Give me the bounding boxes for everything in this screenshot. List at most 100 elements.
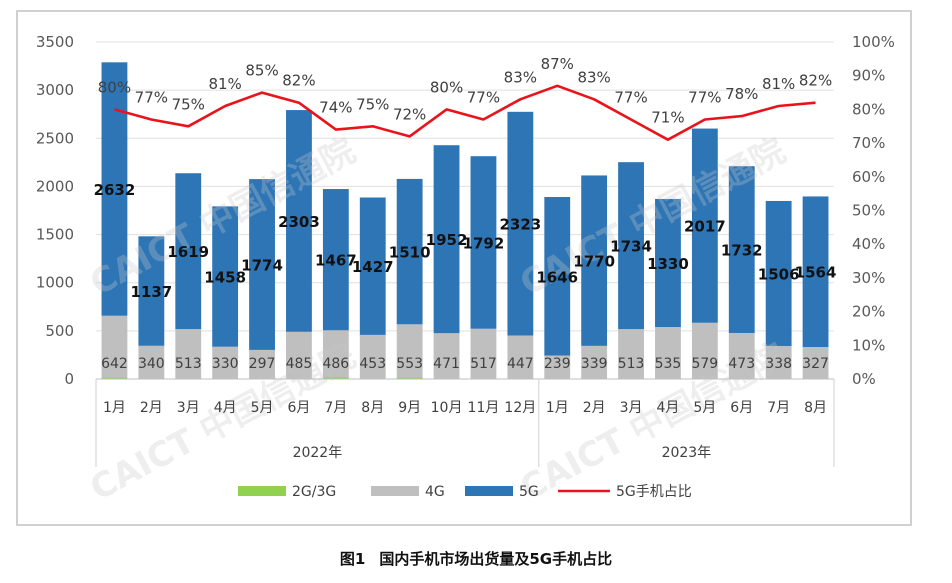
data-label-4g: 453	[359, 356, 386, 372]
x-tick-label: 9月	[398, 400, 421, 416]
data-label-4g: 327	[802, 356, 829, 372]
data-label-share: 81%	[208, 75, 241, 93]
data-label-5g: 1952	[426, 231, 468, 249]
x-group-label: 2022年	[293, 445, 343, 461]
bar-4g	[286, 331, 312, 379]
data-label-4g: 340	[138, 356, 165, 372]
x-group-label: 2023年	[662, 445, 712, 461]
data-label-share: 77%	[614, 89, 647, 107]
bar-4g	[322, 330, 349, 378]
y-right-tick-label: 60%	[852, 168, 885, 186]
data-label-share: 83%	[504, 68, 537, 86]
bar-2g3g	[101, 377, 128, 379]
bar-5g	[212, 206, 239, 347]
y-left-tick-label: 500	[45, 322, 74, 340]
data-label-4g: 239	[544, 356, 571, 372]
bar-4g	[359, 334, 386, 379]
y-right-tick-label: 50%	[852, 202, 885, 220]
data-label-4g: 579	[691, 356, 718, 372]
x-tick-label: 7月	[767, 400, 790, 416]
bar-4g	[433, 333, 460, 379]
data-label-4g: 471	[433, 356, 460, 372]
bar-4g	[728, 332, 755, 379]
data-label-5g: 1646	[536, 268, 578, 286]
bar-4g	[618, 329, 644, 379]
bar-4g	[691, 322, 718, 379]
y-right-tick-label: 0%	[852, 370, 876, 388]
data-label-5g: 1506	[758, 265, 800, 283]
x-tick-label: 7月	[324, 400, 347, 416]
caption-title: 国内手机市场出货量及5G手机占比	[379, 550, 613, 568]
data-label-4g: 513	[618, 356, 645, 372]
data-label-share: 85%	[245, 62, 278, 80]
data-label-5g: 1734	[610, 238, 652, 256]
y-right-tick-label: 10%	[852, 336, 885, 354]
x-tick-label: 2月	[583, 400, 606, 416]
data-label-5g: 1774	[241, 257, 283, 275]
y-left-tick-label: 1000	[36, 274, 74, 292]
bar-4g	[581, 345, 608, 379]
bar-5g	[249, 179, 275, 350]
data-label-4g: 486	[322, 356, 349, 372]
bar-5g	[138, 236, 165, 346]
bar-5g	[802, 196, 829, 348]
legend-swatch	[465, 486, 513, 496]
caption-number: 图1	[339, 550, 366, 568]
legend-label: 5G手机占比	[616, 484, 692, 500]
bar-5g	[765, 200, 792, 346]
data-label-share: 72%	[393, 105, 426, 123]
data-label-5g: 1467	[315, 252, 357, 270]
bar-2g3g	[396, 377, 423, 379]
data-label-5g: 1564	[795, 264, 837, 282]
data-label-4g: 642	[101, 356, 128, 372]
bar-4g	[175, 329, 202, 379]
bar-5g	[175, 173, 202, 330]
legend-label: 2G/3G	[292, 484, 336, 500]
data-label-5g: 1427	[352, 258, 394, 276]
bar-5g	[691, 128, 718, 323]
data-label-share: 77%	[135, 89, 168, 107]
data-label-5g: 2303	[278, 213, 320, 231]
data-label-4g: 338	[765, 356, 792, 372]
x-tick-label: 2月	[140, 400, 163, 416]
x-tick-label: 3月	[177, 400, 200, 416]
data-label-5g: 2632	[94, 181, 136, 199]
bar-4g	[470, 328, 497, 379]
x-tick-label: 4月	[214, 400, 237, 416]
data-label-share: 80%	[98, 78, 131, 96]
x-tick-label: 4月	[656, 400, 679, 416]
data-label-share: 77%	[688, 89, 721, 107]
data-label-5g: 1137	[130, 283, 172, 301]
legend-label: 5G	[519, 484, 539, 500]
data-label-4g: 447	[507, 356, 534, 372]
legend-swatch	[238, 486, 286, 496]
data-label-5g: 2017	[684, 218, 726, 236]
y-left-tick-label: 1500	[36, 226, 74, 244]
y-left-tick-label: 3500	[36, 33, 74, 51]
bar-4g	[138, 345, 165, 379]
x-tick-label: 6月	[287, 400, 310, 416]
data-label-4g: 339	[581, 356, 608, 372]
data-label-share: 82%	[282, 72, 315, 90]
shipment-chart: 0 500 1000 1500 2000 2500 3000 3500 0% 10% 20% 30% 4…	[36, 33, 895, 509]
data-label-share: 75%	[356, 95, 389, 113]
data-label-share: 87%	[541, 55, 574, 73]
data-label-5g: 1619	[167, 243, 209, 261]
bar-5g	[728, 166, 755, 333]
data-label-4g: 473	[728, 356, 755, 372]
share-line	[114, 84, 816, 141]
y-right-tick-label: 90%	[852, 67, 885, 85]
bar-5g	[433, 145, 460, 334]
data-label-4g: 330	[212, 356, 239, 372]
bar-4g	[544, 355, 571, 379]
data-label-5g: 1458	[204, 269, 246, 287]
data-label-share: 83%	[577, 68, 610, 86]
bar-5g	[396, 178, 423, 325]
data-label-4g: 513	[175, 356, 202, 372]
data-label-share: 77%	[467, 89, 500, 107]
data-label-share: 71%	[651, 109, 684, 127]
data-label-share: 78%	[725, 85, 758, 103]
bar-5g	[470, 156, 497, 329]
legend-label: 4G	[425, 484, 445, 500]
bar-4g	[802, 347, 829, 379]
